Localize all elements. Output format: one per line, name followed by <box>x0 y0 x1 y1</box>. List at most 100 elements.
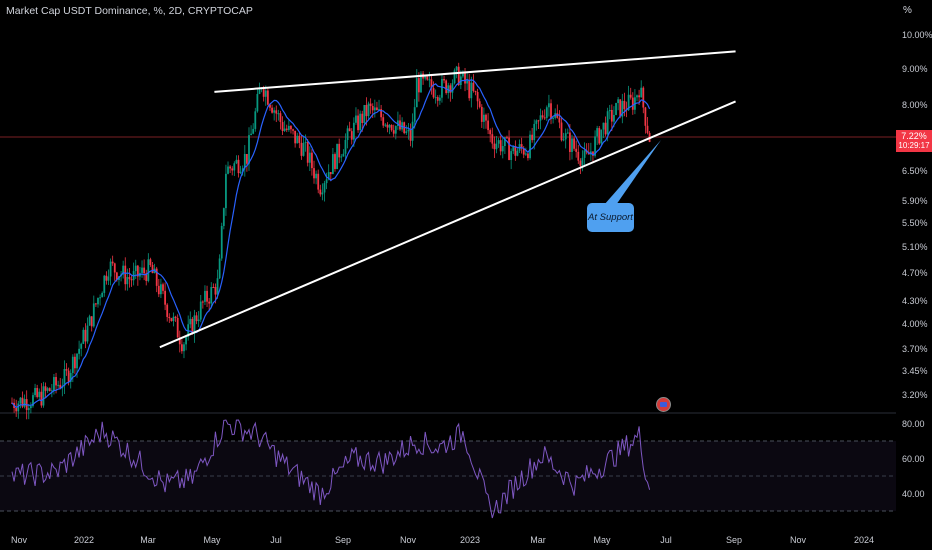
candle-body <box>227 166 229 174</box>
candle-body <box>266 90 269 105</box>
us-flag-icon[interactable] <box>656 397 671 412</box>
candle-body <box>160 284 162 295</box>
candle-body <box>124 265 127 285</box>
time-tick-label: 2022 <box>73 535 95 545</box>
candle-body <box>541 115 544 118</box>
candle-body <box>329 172 332 175</box>
candle-body <box>577 151 580 161</box>
candle-body <box>432 88 435 98</box>
candle-body <box>495 143 498 150</box>
time-tick-label: Nov <box>399 535 417 545</box>
candle-body <box>378 109 380 111</box>
candle-body <box>145 273 148 281</box>
candle-body <box>407 129 410 132</box>
axis-unit: % <box>903 5 912 16</box>
candle-body <box>529 134 531 159</box>
candle-body <box>436 97 439 101</box>
candle-body <box>178 337 181 345</box>
price-tick-label: 3.20% <box>902 390 928 400</box>
candle-body <box>206 290 208 302</box>
candle-body <box>101 292 104 298</box>
candle-body <box>451 83 454 93</box>
price-tick-label: 5.50% <box>902 218 928 228</box>
candle-body <box>59 384 62 389</box>
candle-body <box>185 336 187 345</box>
candle-body <box>212 287 215 289</box>
candle-body <box>606 111 609 135</box>
candle-body <box>621 100 624 117</box>
candle-body <box>283 128 286 131</box>
candle-body <box>409 129 412 141</box>
candle-body <box>38 391 41 398</box>
price-tick-label: 4.00% <box>902 319 928 329</box>
rsi-line <box>11 419 651 519</box>
candle-body <box>543 117 546 119</box>
candle-body <box>535 120 538 124</box>
candle-body <box>55 377 57 386</box>
price-tick-label: 4.30% <box>902 296 928 306</box>
candle-body <box>48 388 51 392</box>
candle-body <box>315 173 318 179</box>
candle-body <box>136 265 139 277</box>
candle-body <box>420 73 422 93</box>
candle-body <box>42 386 45 406</box>
candle-body <box>27 408 30 411</box>
candle-body <box>472 82 475 91</box>
candle-body <box>388 124 391 128</box>
price-tick-label: 3.70% <box>902 344 928 354</box>
candle-body <box>254 111 257 129</box>
candle-body <box>256 93 259 112</box>
candle-body <box>464 71 466 84</box>
candle-body <box>157 285 160 295</box>
candle-body <box>82 329 85 344</box>
candle-body <box>170 318 173 322</box>
candle-body <box>204 290 206 302</box>
candle-body <box>258 89 261 94</box>
time-tick-label: Mar <box>140 535 156 545</box>
candle-body <box>229 166 232 169</box>
candle-body <box>210 287 213 304</box>
time-tick-label: Mar <box>530 535 546 545</box>
candle-body <box>350 131 353 140</box>
candle-body <box>239 171 242 174</box>
candle-body <box>252 128 255 134</box>
trendlines <box>159 50 736 349</box>
candle-body <box>19 397 22 404</box>
candle-body <box>331 154 334 175</box>
candle-body <box>281 122 284 131</box>
candle-body <box>111 261 114 264</box>
candle-body <box>571 138 573 152</box>
candle-body <box>88 316 91 326</box>
candle-body <box>269 104 271 108</box>
candle-body <box>308 152 311 163</box>
candle-body <box>21 397 24 407</box>
candle-body <box>97 297 99 305</box>
candle-body <box>15 408 18 412</box>
candle-body <box>143 267 146 274</box>
candle-body <box>357 115 359 131</box>
current-price-tag: 7.22% 10:29:17 <box>896 130 932 152</box>
candle-body <box>581 157 584 166</box>
candle-body <box>220 225 223 259</box>
candle-body <box>510 151 513 160</box>
candle-body <box>317 173 320 190</box>
candle-body <box>164 290 167 305</box>
candle-body <box>640 87 643 98</box>
at-support-callout[interactable]: At Support <box>587 203 634 232</box>
candle-body <box>279 113 282 123</box>
chart-title: Market Cap USDT Dominance, %, 2D, CRYPTO… <box>6 5 253 17</box>
candle-body <box>327 172 330 180</box>
candle-body <box>336 143 338 169</box>
candle-body <box>629 94 632 98</box>
candle-body <box>264 90 267 97</box>
candle-body <box>646 125 649 133</box>
candle-body <box>300 142 303 156</box>
candle-body <box>617 99 620 104</box>
candle-body <box>556 113 559 118</box>
candle-body <box>34 387 36 396</box>
candle-body <box>428 79 431 81</box>
candle-body <box>516 150 519 156</box>
candle-body <box>644 107 647 126</box>
candle-body <box>201 301 204 303</box>
